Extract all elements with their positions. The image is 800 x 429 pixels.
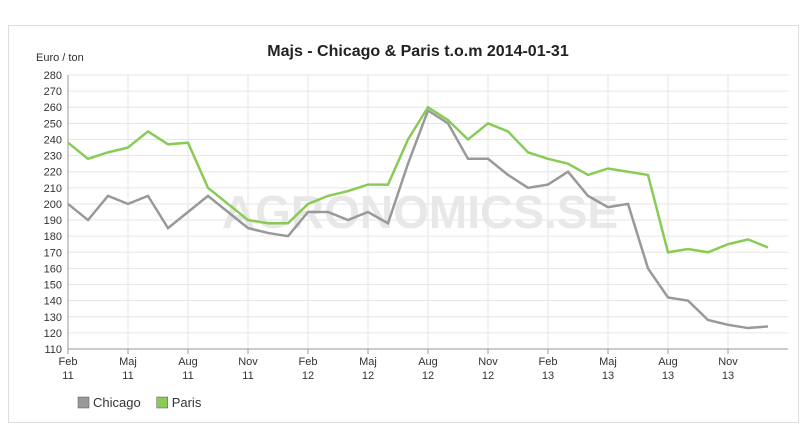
x-tick-label: 13	[722, 370, 734, 382]
x-tick-label: Maj	[359, 356, 377, 368]
x-tick-label: 12	[482, 370, 494, 382]
x-tick-label: Feb	[59, 356, 78, 368]
frame	[8, 25, 799, 423]
series-line	[67, 105, 769, 254]
x-tick-label: 11	[182, 370, 193, 382]
chart-title: Majs - Chicago & Paris t.o.m 2014-01-31	[267, 43, 569, 60]
y-tick-label: 180	[44, 231, 62, 243]
x-tick-label: 13	[542, 370, 554, 382]
x-tick-label: Aug	[418, 356, 438, 368]
x-tick-label: 12	[302, 370, 314, 382]
y-tick-label: 110	[44, 344, 62, 356]
y-axis-label: Euro / ton	[36, 52, 84, 64]
legend-label: Chicago	[93, 395, 141, 410]
x-tick-label: Nov	[238, 356, 258, 368]
x-tick-label: 11	[62, 370, 73, 382]
series-line	[67, 108, 769, 330]
y-tick-label: 280	[44, 70, 62, 82]
x-tick-label: 12	[362, 370, 374, 382]
y-tick-label: 120	[44, 328, 62, 340]
x-tick-label: Maj	[599, 356, 617, 368]
x-tick-label: 11	[122, 370, 133, 382]
x-tick-label: Maj	[119, 356, 137, 368]
legend-swatch	[156, 396, 168, 409]
y-tick-label: 230	[44, 151, 62, 163]
y-tick-label: 260	[44, 102, 62, 114]
x-tick-label: 13	[662, 370, 674, 382]
y-tick-label: 210	[44, 183, 62, 195]
y-tick-label: 140	[44, 296, 62, 308]
y-tick-label: 250	[44, 118, 62, 130]
y-tick-label: 240	[44, 134, 62, 146]
x-tick-label: Feb	[539, 356, 558, 368]
y-tick-label: 150	[44, 280, 62, 292]
x-tick-label: Aug	[178, 356, 198, 368]
watermark: AGRONOMICS.SE	[222, 186, 618, 238]
y-tick-label: 220	[44, 167, 62, 179]
x-tick-label: Aug	[658, 356, 678, 368]
x-tick-label: Nov	[478, 356, 498, 368]
x-tick-label: 13	[602, 370, 614, 382]
legend-swatch	[77, 396, 90, 409]
x-tick-label: 12	[422, 370, 434, 382]
y-tick-label: 270	[44, 86, 62, 98]
x-tick-label: Feb	[299, 356, 318, 368]
y-tick-label: 200	[44, 199, 62, 211]
y-tick-label: 130	[44, 312, 62, 324]
legend-label: Paris	[172, 395, 202, 410]
y-tick-label: 190	[44, 215, 62, 227]
x-tick-label: Nov	[718, 356, 738, 368]
x-tick-label: 11	[242, 370, 253, 382]
y-tick-label: 160	[44, 263, 62, 275]
y-tick-label: 170	[44, 247, 62, 259]
